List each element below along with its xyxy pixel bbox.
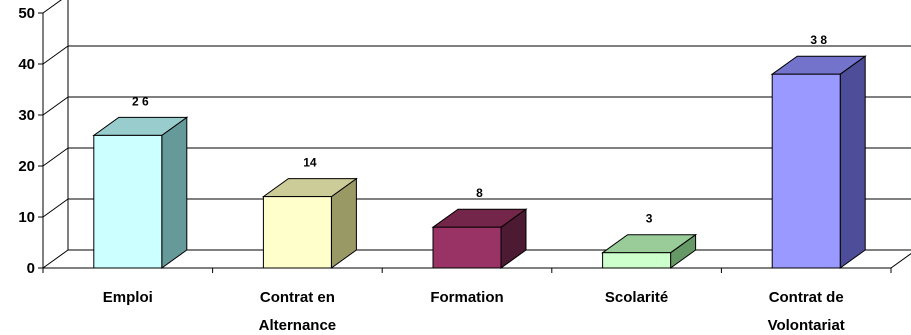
category-label: Alternance xyxy=(259,317,337,334)
data-label: 3 xyxy=(646,212,653,226)
bar-side xyxy=(161,116,188,269)
category-label: Formation xyxy=(430,289,503,306)
gridline-diagonal xyxy=(42,147,69,167)
gridline-diagonal xyxy=(42,198,69,218)
category-label: Contrat en xyxy=(260,289,335,306)
category-label: Contrat de xyxy=(769,289,844,306)
category-label: Scolarité xyxy=(605,289,668,306)
bar-side xyxy=(839,55,866,269)
y-tick-label: 40 xyxy=(18,56,35,73)
y-tick-label: 30 xyxy=(18,107,35,124)
category-label: Volontariat xyxy=(768,317,845,334)
y-tick-label: 20 xyxy=(18,158,35,175)
category-label: Emploi xyxy=(103,289,153,306)
data-label: 2 6 xyxy=(132,94,149,108)
bar xyxy=(771,73,841,269)
gridline-diagonal xyxy=(42,45,69,65)
bar xyxy=(602,252,672,269)
bar xyxy=(262,196,332,269)
y-tick-label: 10 xyxy=(18,209,35,226)
data-label: 8 xyxy=(476,186,483,200)
gridline-diagonal xyxy=(42,0,62,14)
y-tick-label: 0 xyxy=(27,260,35,277)
gridline-diagonal xyxy=(42,96,69,116)
bar xyxy=(432,226,502,269)
bar xyxy=(93,134,163,269)
data-label: 14 xyxy=(303,156,317,170)
y-tick-label: 50 xyxy=(18,5,35,22)
data-label: 3 8 xyxy=(810,33,827,47)
